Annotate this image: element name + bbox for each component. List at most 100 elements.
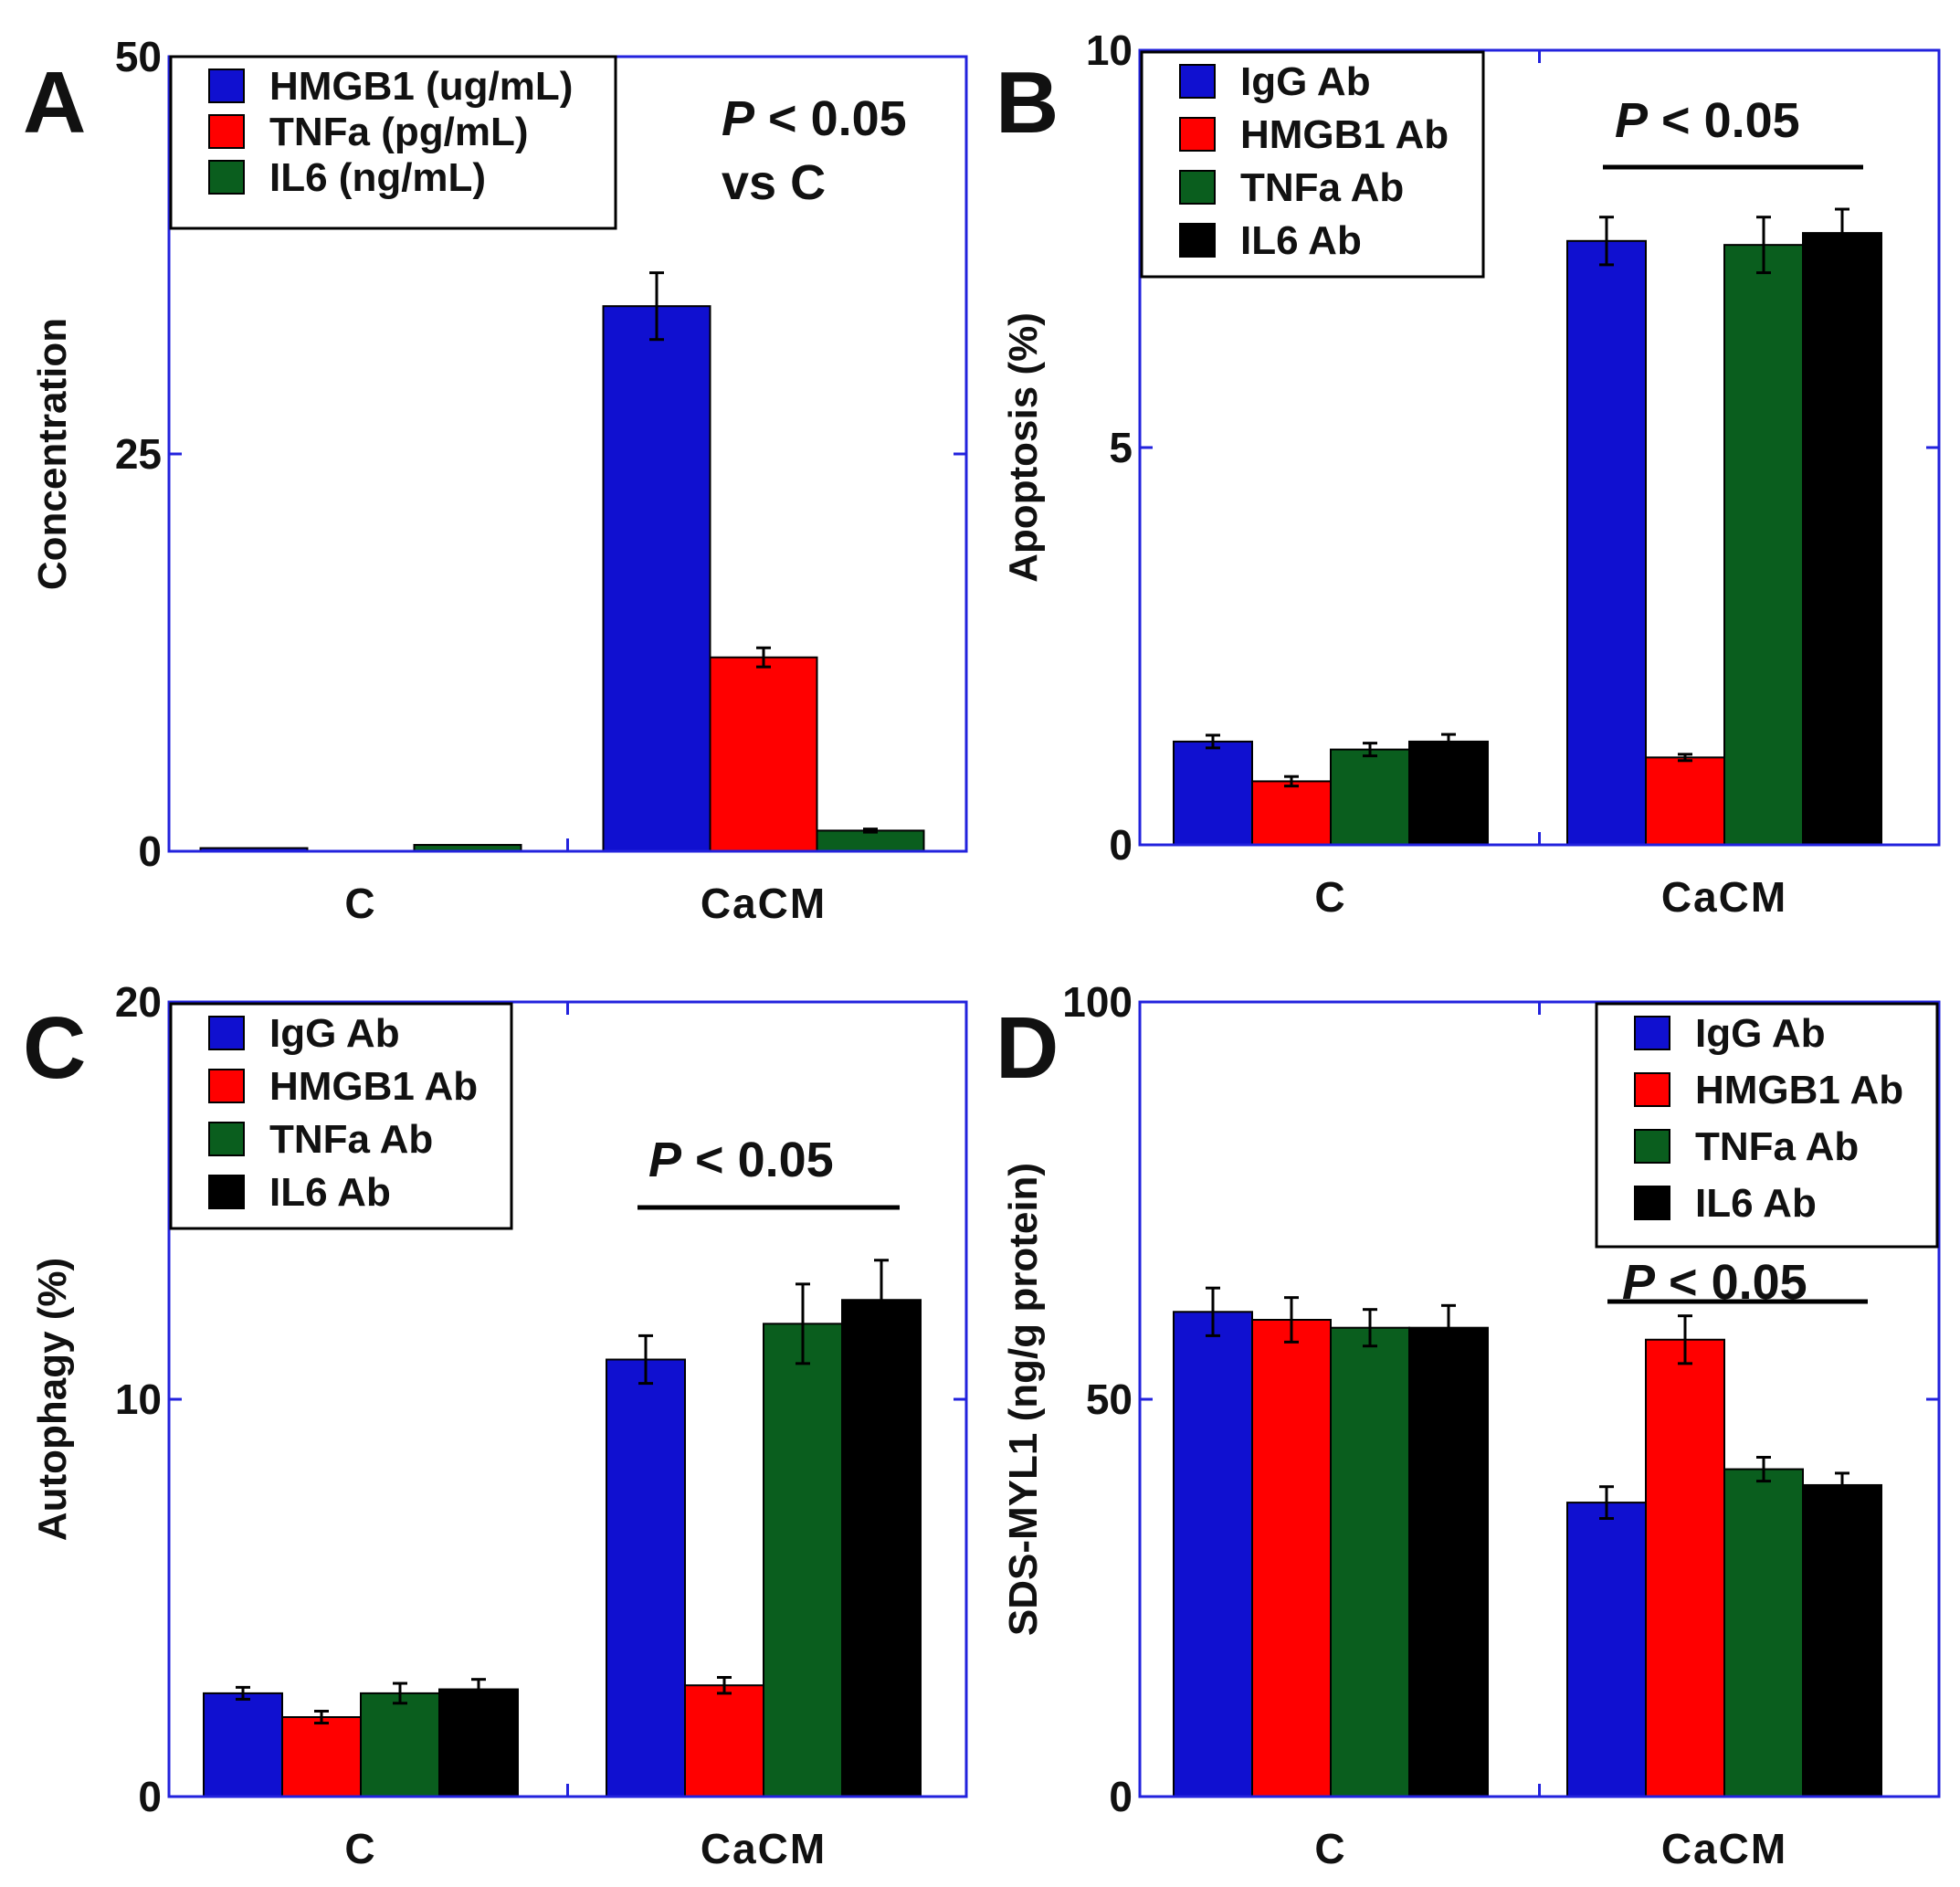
bar bbox=[1802, 1483, 1882, 1797]
plot-frame bbox=[1138, 1000, 1941, 1798]
panel-A: A 0 25 50 Concentration C CaCM HMGB1 (ug/mL)TNF… bbox=[23, 33, 968, 927]
bar bbox=[281, 1716, 362, 1797]
bar bbox=[841, 1299, 922, 1797]
bar bbox=[438, 1688, 519, 1798]
bar bbox=[1251, 1319, 1332, 1797]
p-threshold: < 0.05 bbox=[754, 91, 907, 146]
bar bbox=[1330, 1326, 1410, 1797]
legend-swatch bbox=[1179, 170, 1216, 205]
y-tick-label: 0 bbox=[138, 828, 162, 875]
y-tick-label: 25 bbox=[115, 430, 162, 478]
bar bbox=[1408, 740, 1489, 847]
legend-swatch bbox=[1634, 1072, 1670, 1107]
legend-label: HMGB1 Ab bbox=[1240, 112, 1449, 157]
legend-box bbox=[169, 55, 617, 230]
y-axis-title: Autophagy (%) bbox=[30, 1258, 75, 1541]
bar bbox=[1566, 1502, 1647, 1797]
x-category-label: CaCM bbox=[701, 880, 827, 927]
legend-swatch bbox=[1634, 1186, 1670, 1220]
legend-label: HMGB1 Ab bbox=[269, 1064, 478, 1109]
legend-swatch bbox=[208, 69, 245, 103]
legend-label: HMGB1 Ab bbox=[1695, 1068, 1903, 1112]
p-threshold: < 0.05 bbox=[1648, 93, 1800, 148]
p-value-annotation: P < 0.05 bbox=[722, 91, 907, 146]
y-tick-label: 10 bbox=[1086, 26, 1133, 74]
x-category-label: C bbox=[344, 880, 376, 927]
y-tick-label: 0 bbox=[1109, 821, 1133, 869]
legend-swatch bbox=[208, 160, 245, 195]
bar bbox=[1330, 748, 1410, 846]
panel-C: C 0 10 20 Autophagy (%) C CaCM IgG Ab HMGB1 Ab TN… bbox=[23, 978, 968, 1872]
y-axis-title: Apoptosis (%) bbox=[1001, 312, 1046, 583]
bar bbox=[684, 1684, 764, 1797]
legend-label: IL6 (ng/mL) bbox=[269, 155, 486, 200]
legend-label: IgG Ab bbox=[1695, 1011, 1826, 1056]
legend-swatch bbox=[208, 1016, 245, 1050]
x-category-label: C bbox=[344, 1825, 376, 1872]
bar bbox=[602, 305, 711, 852]
legend-label: TNFa Ab bbox=[269, 1117, 433, 1162]
legend-label: IL6 Ab bbox=[269, 1170, 391, 1215]
bar bbox=[1173, 1311, 1253, 1798]
bar bbox=[203, 1692, 283, 1798]
legend-swatch bbox=[1634, 1016, 1670, 1050]
bar bbox=[1723, 1468, 1804, 1798]
panel-B: B 0 5 10 Apoptosis (%) C CaCM IgG Ab HMGB1 Ab TNF… bbox=[996, 26, 1941, 921]
p-value-annotation: P < 0.05 bbox=[1615, 93, 1800, 148]
bar bbox=[1802, 232, 1882, 847]
legend-label: HMGB1 (ug/mL) bbox=[269, 64, 573, 109]
legend-swatch bbox=[208, 1122, 245, 1156]
legend-swatch bbox=[208, 1069, 245, 1103]
y-axis-title: SDS-MYL1 (ng/g protein) bbox=[1001, 1163, 1046, 1636]
x-category-label: C bbox=[1314, 873, 1346, 921]
bar bbox=[709, 656, 818, 852]
panel-D: D 0 50 100 SDS-MYL1 (ng/g protein) C CaCM IgG A… bbox=[996, 978, 1941, 1872]
legend-swatch bbox=[208, 114, 245, 149]
legend-label: TNFa (pg/mL) bbox=[269, 110, 529, 154]
bar bbox=[1251, 780, 1332, 847]
legend-label: IL6 Ab bbox=[1695, 1181, 1817, 1226]
bar bbox=[606, 1358, 686, 1797]
legend: IgG Ab HMGB1 Ab TNFa Ab IL6 Ab bbox=[169, 1002, 513, 1230]
bar bbox=[1408, 1326, 1489, 1797]
plot-frame bbox=[1138, 48, 1941, 847]
y-tick-label: 50 bbox=[115, 33, 162, 80]
legend: IgG Ab HMGB1 Ab TNFa Ab IL6 Ab bbox=[1140, 50, 1485, 279]
bar bbox=[360, 1692, 440, 1798]
legend: HMGB1 (ug/mL)TNFa (pg/mL)IL6 (ng/mL) bbox=[169, 55, 617, 230]
y-tick-label: 20 bbox=[115, 978, 162, 1026]
x-category-label: CaCM bbox=[701, 1825, 827, 1872]
p-symbol: P bbox=[1615, 93, 1649, 148]
bar bbox=[816, 829, 925, 853]
legend-swatch bbox=[1634, 1129, 1670, 1164]
x-category-label: CaCM bbox=[1661, 873, 1787, 921]
bar bbox=[763, 1323, 843, 1797]
p-value-annotation: P < 0.05 bbox=[648, 1133, 834, 1187]
plot-frame bbox=[167, 1000, 968, 1798]
p-symbol: P bbox=[648, 1133, 682, 1187]
bar bbox=[1645, 756, 1725, 846]
bar bbox=[1173, 740, 1253, 847]
legend-label: IgG Ab bbox=[1240, 59, 1371, 104]
panel-letter: B bbox=[996, 54, 1059, 152]
y-tick-label: 50 bbox=[1086, 1376, 1133, 1423]
p-symbol: P bbox=[722, 91, 755, 146]
x-category-label: C bbox=[1314, 1825, 1346, 1872]
legend-swatch bbox=[1179, 223, 1216, 258]
y-tick-label: 10 bbox=[115, 1376, 162, 1423]
p-threshold: < 0.05 bbox=[681, 1133, 834, 1187]
bar bbox=[1645, 1338, 1725, 1797]
bar bbox=[1566, 239, 1647, 846]
legend-label: IgG Ab bbox=[269, 1011, 400, 1056]
y-tick-label: 0 bbox=[138, 1773, 162, 1820]
legend-swatch bbox=[1179, 64, 1216, 99]
x-category-label: CaCM bbox=[1661, 1825, 1787, 1872]
panel-letter: D bbox=[996, 999, 1059, 1097]
y-axis-title: Concentration bbox=[30, 318, 75, 590]
legend-label: IL6 Ab bbox=[1240, 218, 1362, 263]
legend-swatch bbox=[1179, 117, 1216, 152]
panel-letter: C bbox=[23, 999, 86, 1097]
bar bbox=[1723, 244, 1804, 846]
legend-label: TNFa Ab bbox=[1695, 1124, 1859, 1169]
